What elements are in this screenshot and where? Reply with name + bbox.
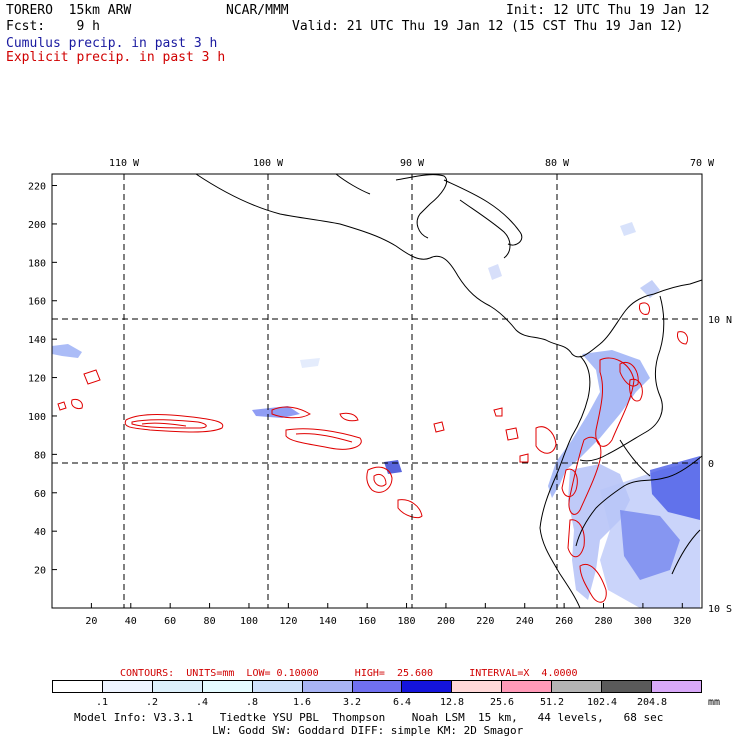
x-tick-label: 140 [319,616,337,627]
init-time: Init: 12 UTC Thu 19 Jan 12 [506,3,710,18]
model-info-line1: Model Info: V3.3.1 Tiedtke YSU PBL Thomp… [74,711,664,724]
longitude-label: 80 W [545,158,570,169]
legend-label: .1 [95,697,109,708]
forecast-hour: Fcst: 9 h [6,19,100,34]
x-tick-label: 280 [594,616,612,627]
x-tick-label: 300 [634,616,652,627]
y-tick-label: 100 [28,412,46,423]
y-axis: 20 40 60 80 100 120 140 160 180 200 220 [28,182,57,577]
x-tick-label: 200 [437,616,455,627]
x-tick-label: 120 [279,616,297,627]
legend-swatch [252,680,303,693]
legend-swatch [352,680,403,693]
legend-label: .2 [145,697,159,708]
longitude-label: 100 W [253,158,284,169]
legend-swatch [602,680,653,693]
x-tick-label: 60 [164,616,176,627]
longitude-label: 70 W [690,158,715,169]
y-tick-label: 160 [28,297,46,308]
legend-label: .4 [195,697,209,708]
legend-swatch [302,680,353,693]
y-tick-label: 20 [34,566,46,577]
x-tick-label: 20 [85,616,97,627]
legend-label: 1.6 [292,697,312,708]
model-title: TORERO 15km ARW [6,3,132,18]
latitude-label: 10 N [708,315,732,326]
legend-swatch [202,680,253,693]
legend-label: .8 [245,697,259,708]
latitude-label: 0 [708,459,714,470]
x-tick-label: 100 [240,616,258,627]
map-frame [51,173,703,609]
y-tick-label: 60 [34,489,46,500]
valid-time: Valid: 21 UTC Thu 19 Jan 12 (15 CST Thu … [292,19,684,34]
explicit-precip-contours [57,302,689,603]
x-axis: 20 40 60 80 100 120 140 160 180 200 220 240 260 280 30… [85,603,691,627]
legend-label: 6.4 [392,697,412,708]
latitude-labels: 10 N 0 10 S [708,315,732,615]
legend-swatch [52,680,103,693]
legend-label: 51.2 [539,697,565,708]
legend-label: 12.8 [439,697,465,708]
organization-label: NCAR/MMM [226,3,289,18]
x-tick-label: 260 [555,616,573,627]
coastlines [195,173,703,609]
field-label-explicit: Explicit precip. in past 3 h [6,50,226,65]
y-tick-label: 220 [28,182,46,193]
color-legend [52,680,702,693]
longitude-labels: 110 W 100 W 90 W 80 W 70 W [109,158,715,169]
x-tick-label: 180 [398,616,416,627]
field-label-cumulus: Cumulus precip. in past 3 h [6,36,218,51]
legend-label: 25.6 [489,697,515,708]
legend-swatch [452,680,503,693]
legend-label: 204.8 [636,697,668,708]
legend-swatch [152,680,203,693]
y-tick-label: 80 [34,450,46,461]
x-tick-label: 160 [358,616,376,627]
legend-units: mm [708,697,721,708]
y-tick-label: 200 [28,220,46,231]
x-tick-label: 220 [476,616,494,627]
model-info-line2: LW: Godd SW: Goddard DIFF: simple KM: 2D… [212,724,524,737]
longitude-label: 90 W [400,158,425,169]
x-tick-label: 320 [673,616,691,627]
grid-lines [52,174,702,608]
legend-swatch [402,680,453,693]
x-tick-label: 80 [204,616,216,627]
x-tick-label: 40 [125,616,137,627]
y-tick-label: 120 [28,374,46,385]
legend-swatch [652,680,702,693]
x-tick-label: 240 [516,616,534,627]
y-tick-label: 40 [34,527,46,538]
y-tick-label: 180 [28,258,46,269]
legend-label: 102.4 [586,697,618,708]
legend-swatch [102,680,153,693]
y-tick-label: 140 [28,335,46,346]
legend-label: 3.2 [342,697,362,708]
legend-swatch [502,680,553,693]
contour-info: CONTOURS: UNITS=mm LOW= 0.10000 HIGH= 25… [120,668,578,679]
legend-swatch [552,680,603,693]
latitude-label: 10 S [708,604,732,615]
longitude-label: 110 W [109,158,140,169]
